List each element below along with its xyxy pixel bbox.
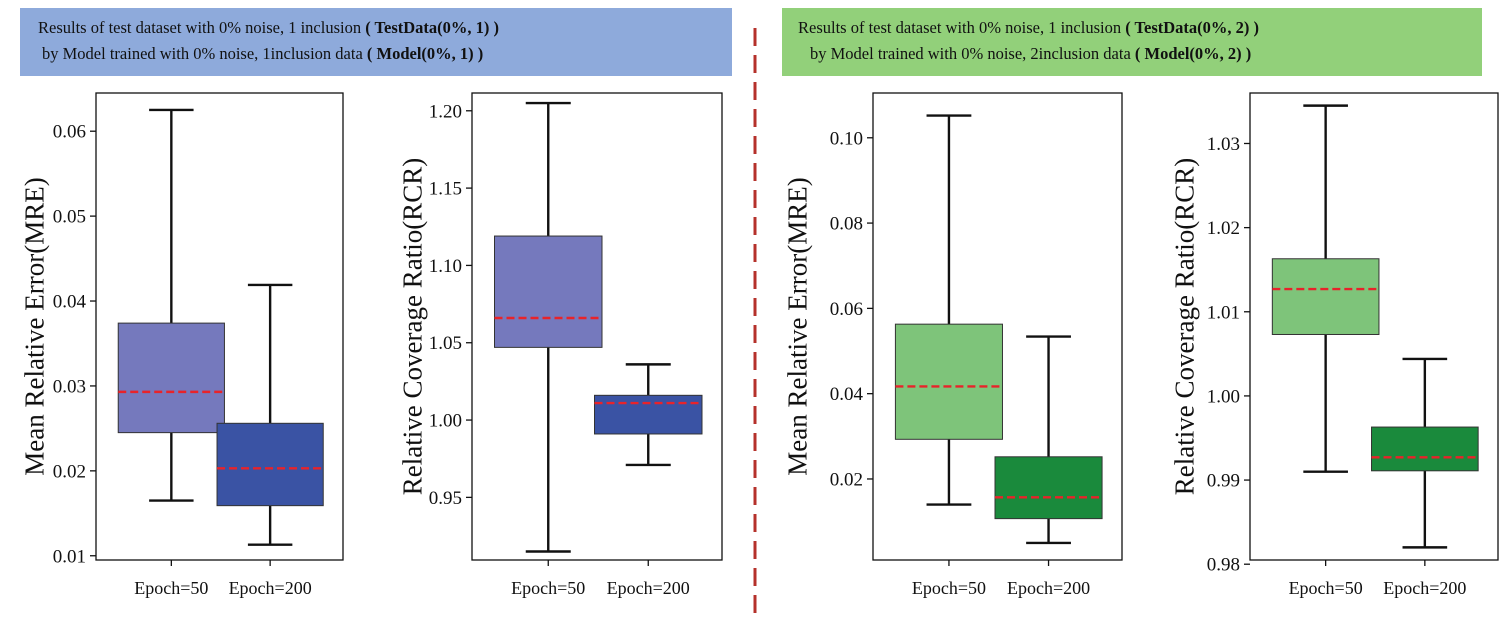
chart-3: 0.02 0.04 0.06 0.08 0.10 Epoch=50 Epoch=200 Mea…: [782, 92, 1123, 598]
y-tick-label: 1.03: [1207, 134, 1240, 155]
y-axis-title: Mean Relative Error(MRE): [19, 177, 49, 475]
box-2: [1371, 357, 1479, 549]
banner-right-line2: by Model trained with 0% noise, 2inclusi…: [810, 44, 1252, 63]
box-2: [216, 283, 324, 546]
y-tick-label: 1.02: [1207, 218, 1240, 239]
banner-left-line1: Results of test dataset with 0% noise, 1…: [38, 18, 500, 37]
plot-frame: [471, 92, 723, 561]
x-tick-label: Epoch=50: [1289, 578, 1363, 598]
iqr-box: [894, 323, 1003, 440]
y-tick-label: 0.06: [53, 122, 86, 143]
box-1: [894, 114, 1003, 506]
banner-right-line1: Results of test dataset with 0% noise, 1…: [798, 18, 1260, 37]
y-tick-label: 0.10: [830, 128, 863, 149]
y-axis-title: Mean Relative Error(MRE): [782, 177, 812, 475]
x-tick-label: Epoch=200: [1383, 578, 1466, 598]
chart-1: 0.01 0.02 0.03 0.04 0.05 0.06 Epoch=50 Epoch=20…: [19, 92, 344, 598]
y-tick-label: 1.15: [429, 179, 462, 200]
y-tick-label: 1.20: [429, 101, 462, 122]
y-tick-label: 0.02: [830, 469, 863, 490]
x-tick-label: Epoch=200: [607, 578, 690, 598]
y-tick-label: 0.01: [53, 546, 86, 567]
box-1: [1271, 104, 1380, 473]
chart-4: 0.98 0.99 1.00 1.01 1.02 1.03 Epoch=50 Epoch=20…: [1169, 92, 1499, 598]
chart-2: 0.95 1.00 1.05 1.10 1.15 1.20 Epoch=50 Epoch=20…: [397, 92, 723, 598]
plots-group: 0.01 0.02 0.03 0.04 0.05 0.06 Epoch=50 Epoch=20…: [19, 92, 1499, 598]
y-tick-label: 1.01: [1207, 302, 1240, 323]
x-tick-label: Epoch=50: [912, 578, 986, 598]
x-tick-label: Epoch=200: [1007, 578, 1090, 598]
plot-frame: [95, 92, 344, 561]
y-axis-title: Relative Coverage Ratio(RCR): [1169, 158, 1199, 495]
y-tick-label: 0.95: [429, 488, 462, 509]
box-2: [594, 363, 703, 467]
iqr-box: [117, 322, 225, 434]
banner-left: Results of test dataset with 0% noise, 1…: [20, 8, 732, 76]
y-tick-label: 0.05: [53, 207, 86, 228]
iqr-box: [1271, 258, 1380, 335]
plot-frame: [1249, 92, 1499, 561]
box-2: [994, 335, 1103, 545]
y-tick-label: 0.98: [1207, 555, 1240, 576]
banner-left-line2: by Model trained with 0% noise, 1inclusi…: [42, 44, 484, 63]
y-axis-title: Relative Coverage Ratio(RCR): [397, 158, 427, 495]
iqr-box: [1371, 426, 1479, 472]
y-tick-label: 0.99: [1207, 471, 1240, 492]
y-tick-label: 1.00: [429, 411, 462, 432]
box-1: [117, 108, 225, 502]
plot-frame: [872, 92, 1123, 561]
y-tick-label: 0.06: [830, 299, 863, 320]
y-tick-label: 1.00: [1207, 386, 1240, 407]
iqr-box: [494, 235, 603, 348]
box-1: [494, 101, 603, 553]
iqr-box: [594, 394, 703, 435]
y-tick-label: 0.04: [830, 384, 864, 405]
iqr-box: [994, 456, 1103, 520]
iqr-box: [216, 422, 324, 507]
y-tick-label: 0.02: [53, 461, 86, 482]
x-tick-label: Epoch=50: [134, 578, 208, 598]
y-tick-label: 0.03: [53, 376, 86, 397]
banner-right: Results of test dataset with 0% noise, 1…: [782, 8, 1482, 76]
x-tick-label: Epoch=200: [229, 578, 312, 598]
y-tick-label: 0.04: [53, 292, 87, 313]
x-tick-label: Epoch=50: [511, 578, 585, 598]
y-tick-label: 1.05: [429, 333, 462, 354]
y-tick-label: 1.10: [429, 256, 462, 277]
y-tick-label: 0.08: [830, 214, 863, 235]
